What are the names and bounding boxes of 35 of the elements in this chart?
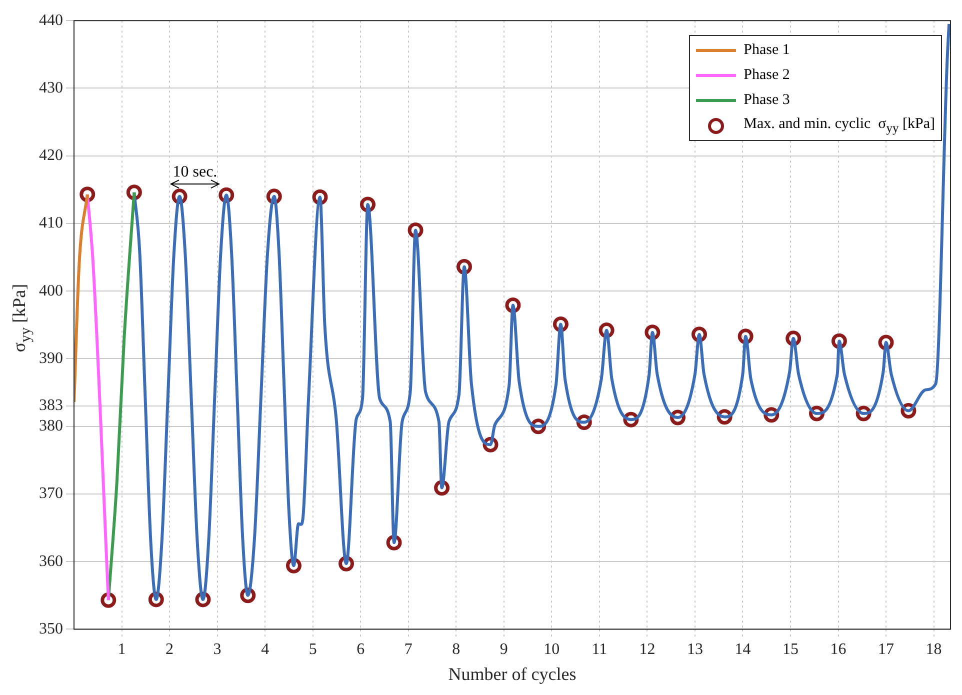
x-tick-label: 3 [213,641,222,658]
x-axis-title: Number of cycles [448,664,576,684]
y-tick-label: 380 [39,418,63,435]
x-tick-label: 6 [356,641,365,658]
x-tick-label: 16 [830,641,846,658]
x-tick-label: 7 [404,641,412,658]
x-tick-label: 5 [308,641,317,658]
x-tick-label: 1 [118,641,126,658]
x-tick-label: 10 [544,641,560,658]
legend-label: Max. and min. cyclic σ$_{yy}$ [kPa] [744,116,935,136]
x-tick-label: 18 [926,641,942,658]
legend-label: Phase 2 [744,67,790,84]
x-tick-label: 17 [878,641,894,658]
legend-label: Phase 1 [744,42,790,59]
annotation: 10 sec. [172,163,218,180]
y-tick-label: 370 [39,485,63,502]
y-tick-label: 383 [39,397,63,414]
legend-label: Phase 3 [744,92,790,109]
x-tick-label: 8 [452,641,460,658]
x-tick-label: 11 [592,641,608,658]
x-tick-label: 15 [782,641,798,658]
y-tick-label: 360 [39,552,63,570]
x-tick-label: 9 [500,641,508,658]
x-tick-label: 13 [686,641,703,658]
y-tick-label: 350 [39,620,63,638]
y-tick-label: 420 [39,147,63,164]
y-tick-label: 400 [39,282,63,300]
y-tick-label: 410 [39,214,63,232]
x-tick-label: 12 [639,641,656,658]
x-tick-label: 14 [734,641,751,658]
x-tick-label: 4 [261,641,270,658]
y-tick-label: 390 [39,350,63,367]
x-tick-label: 2 [166,641,174,658]
y-tick-label: 430 [39,79,63,96]
y-tick-label: 440 [39,12,63,29]
